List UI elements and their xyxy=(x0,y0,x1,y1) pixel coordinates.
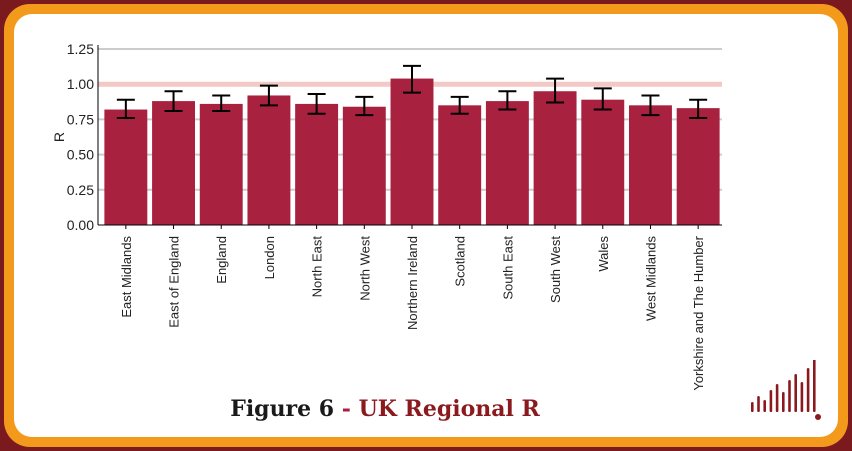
logo-bar xyxy=(788,380,791,412)
x-tick-label: East Midlands xyxy=(119,236,134,318)
caption-separator: - xyxy=(334,396,359,422)
logo-bar xyxy=(813,360,816,412)
caption-figure-number: Figure 6 xyxy=(230,396,335,422)
y-tick-label: 0.25 xyxy=(67,182,94,198)
x-tick-label: South West xyxy=(548,236,563,303)
x-tick-label: England xyxy=(214,236,229,284)
bar xyxy=(438,105,482,225)
x-tick-label: East of England xyxy=(167,236,182,328)
x-tick-label: South East xyxy=(500,236,515,300)
y-tick-label: 1.25 xyxy=(67,41,94,57)
logo-bar xyxy=(800,382,804,412)
x-tick-label: North West xyxy=(357,236,372,301)
x-tick-label: London xyxy=(262,236,277,279)
y-tick-label: 0.50 xyxy=(67,147,94,163)
logo-bar xyxy=(763,400,766,412)
bar xyxy=(199,103,243,225)
y-axis-label: R xyxy=(51,132,67,142)
x-tick-label: North East xyxy=(310,236,325,298)
caption-title: UK Regional R xyxy=(358,396,540,422)
figure-caption: Figure 6 - UK Regional R xyxy=(0,396,770,422)
bar xyxy=(676,108,720,225)
bar xyxy=(152,101,195,225)
bar xyxy=(629,105,672,225)
logo-bar xyxy=(775,384,779,412)
logo-bar xyxy=(806,368,810,412)
logo-dot xyxy=(815,414,821,420)
logo-bar xyxy=(782,392,785,412)
x-tick-label: Wales xyxy=(596,236,611,272)
bar xyxy=(581,99,625,225)
logo-bar xyxy=(757,396,760,412)
x-tick-label: Northern Ireland xyxy=(405,236,420,330)
bar xyxy=(533,91,577,226)
y-tick-label: 0.75 xyxy=(67,111,94,127)
x-tick-label: Scotland xyxy=(453,236,468,287)
x-tick-label: West Midlands xyxy=(643,236,658,322)
bar-code-logo-icon xyxy=(751,360,821,420)
bar xyxy=(485,101,529,225)
y-tick-label: 0.00 xyxy=(67,217,94,233)
bar xyxy=(247,95,291,226)
logo-bar xyxy=(769,390,773,412)
logo-bar xyxy=(794,374,797,412)
y-tick-label: 1.00 xyxy=(67,76,94,92)
x-tick-label: Yorkshire and The Humber xyxy=(691,235,706,390)
logo-bar xyxy=(751,402,754,412)
bar xyxy=(104,109,148,225)
bar xyxy=(295,103,339,225)
bar xyxy=(390,78,434,226)
bar xyxy=(342,106,386,225)
